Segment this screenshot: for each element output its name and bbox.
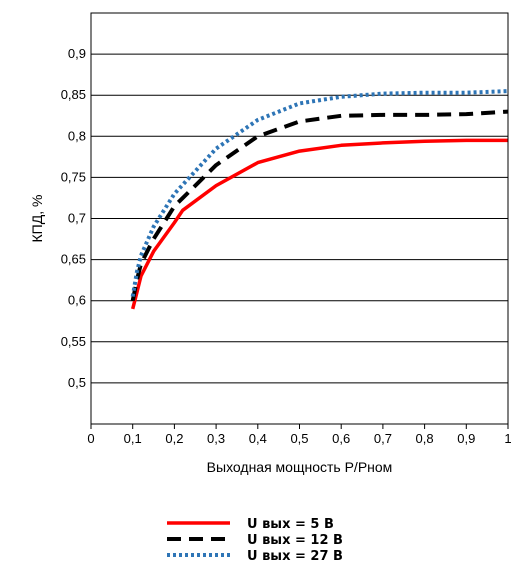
y-tick-label: 0,65: [61, 252, 86, 267]
y-tick-label: 0,5: [68, 375, 86, 390]
legend-label-2: U вых = 12 В: [247, 533, 343, 548]
y-tick-label: 0,6: [68, 293, 86, 308]
x-tick-label: 0,9: [457, 431, 475, 446]
y-tick-label: 0,85: [61, 87, 86, 102]
y-tick-label: 0,75: [61, 169, 86, 184]
y-axis-title: КПД, %: [29, 195, 45, 243]
y-axis-ticks: 0,5 0,55 0,6 0,65 0,7 0,75 0,8 0,85 0,9: [61, 46, 86, 390]
legend-label-1: U вых = 5 В: [247, 517, 334, 532]
x-axis-ticks: 0 0,1 0,2 0,3 0,4 0,5 0,6 0,7 0,8 0,9 1: [87, 424, 511, 446]
y-tick-label: 0,9: [68, 46, 86, 61]
x-tick-label: 0,8: [416, 431, 434, 446]
x-tick-label: 0,6: [332, 431, 350, 446]
legend-label-3: U вых = 27 В: [247, 549, 343, 564]
legend: U вых = 5 ВU вых = 12 ВU вых = 27 В: [167, 517, 343, 564]
y-tick-label: 0,55: [61, 334, 86, 349]
x-tick-label: 1: [504, 431, 511, 446]
y-tick-label: 0,7: [68, 211, 86, 226]
x-tick-label: 0,1: [124, 431, 142, 446]
x-tick-label: 0,7: [374, 431, 392, 446]
x-tick-label: 0,2: [165, 431, 183, 446]
series-lines: [130, 89, 509, 310]
series-line-3: [130, 89, 509, 297]
x-tick-label: 0,3: [207, 431, 225, 446]
x-tick-label: 0: [87, 431, 94, 446]
x-tick-label: 0,5: [290, 431, 308, 446]
series-line-1: [131, 138, 508, 310]
y-tick-label: 0,8: [68, 128, 86, 143]
series-line-2: [130, 109, 509, 302]
x-tick-label: 0,4: [249, 431, 267, 446]
x-axis-title: Выходная мощность Р/Рном: [207, 459, 393, 475]
grid: [91, 53, 508, 384]
